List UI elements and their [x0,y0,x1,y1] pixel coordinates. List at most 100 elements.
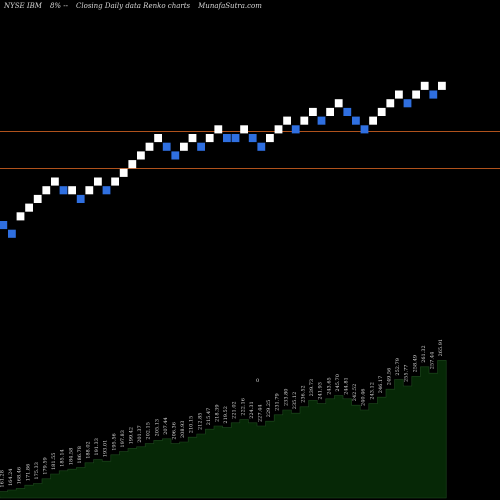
renko-brick-up [85,186,94,195]
renko-brick-up [300,116,309,125]
price-label: 195.56 [111,433,117,451]
price-label: 235.12 [292,392,298,410]
price-label: 229.25 [266,400,272,418]
price-label: 161.28 [0,470,6,488]
price-label: 215.47 [206,408,212,426]
renko-brick-up [145,142,154,151]
renko-brick-down [257,142,266,151]
renko-brick-up [33,194,42,203]
renko-brick-down [8,229,16,238]
price-label: 224.31 [249,401,255,419]
renko-brick-up [214,125,223,134]
price-label: 222.16 [240,398,246,415]
renko-brick-down [171,151,180,160]
price-label: 242.52 [352,384,358,402]
price-label: 255.77 [404,365,410,383]
renko-brick-up [42,186,51,195]
renko-brick-up [334,99,343,108]
renko-brick-down [162,142,171,151]
renko-brick-down [317,116,326,125]
renko-brick-down [59,186,68,195]
renko-brick-up [119,168,128,177]
renko-brick-down [102,186,111,195]
volume-fill [0,360,447,499]
price-label: 199.42 [129,427,135,445]
label-marker: 0 [256,378,259,384]
price-label: 164.24 [8,469,14,487]
horizontal-lines [0,131,500,169]
renko-brick-up [205,134,214,143]
price-label: 197.83 [120,430,126,448]
price-label: 252.79 [395,358,401,376]
price-label: 249.56 [387,368,393,386]
price-label: 258.49 [412,355,418,373]
renko-brick-down [291,125,300,134]
renko-brick-up [180,142,188,151]
renko-brick-down [429,90,438,99]
price-label: 261.32 [421,345,427,363]
price-label: 210.15 [189,416,195,434]
renko-brick-up [154,134,162,143]
renko-brick-up [240,125,248,134]
renko-brick-up [395,90,403,99]
renko-brick-up [94,177,102,186]
renko-brick-up [309,107,317,116]
price-label: 244.81 [344,377,350,395]
price-label: 181.55 [51,453,57,471]
price-label: 233.80 [283,389,289,407]
ticker-symbol: NYSE IBM [4,2,42,10]
renko-brick-up [111,177,119,186]
renko-brick-up [420,81,429,90]
renko-brick-up [16,212,25,221]
renko-brick-up [137,151,145,160]
price-label: 240.46 [361,389,367,407]
renko-brick-up [412,90,420,99]
price-label: 221.02 [232,401,238,419]
renko-brick-down [0,221,8,230]
price-label: 246.17 [378,376,384,394]
chart-header: NYSE IBM 8% -- Closing Daily data Renko ch… [4,2,270,10]
renko-brick-up [128,160,137,169]
price-label: 188.02 [86,441,92,459]
price-label: 245.70 [335,374,341,392]
renko-brick-up [51,177,59,186]
price-labels: 161.28 164.24 168.46 171.86 175.33 179.59 181.… [0,339,444,488]
price-label: 193.01 [103,440,109,458]
price-label: 202.15 [146,422,152,440]
renko-brick-up [438,81,446,90]
price-label: 207.44 [163,417,169,435]
price-label: 208.93 [180,421,186,439]
renko-brick-up [326,107,334,116]
price-label: 239.73 [309,379,315,397]
site-name: MunafaSutra.com [198,2,262,10]
renko-bricks [0,81,446,238]
renko-brick-up [386,99,395,108]
renko-brick-up [274,125,283,134]
renko-brick-down [223,134,231,143]
price-label: 184.58 [68,448,74,466]
price-label: 218.39 [215,405,221,423]
renko-brick-up [377,107,386,116]
renko-brick-down [352,116,360,125]
price-label: 171.86 [25,464,31,482]
price-label: 191.33 [94,438,100,456]
renko-brick-down [197,142,205,151]
renko-brick-up [68,186,76,195]
price-label: 265.91 [438,339,444,357]
renko-brick-down [248,134,257,143]
price-label: 179.59 [43,457,49,475]
price-label: 241.93 [318,382,324,400]
renko-brick-up [188,134,197,143]
price-label: 175.33 [34,462,40,480]
chart-description: Closing Daily data Renko charts [76,2,191,10]
renko-brick-down [76,194,85,203]
renko-brick-up [369,116,377,125]
change-text: 8% -- [49,2,69,10]
renko-brick-down [403,99,412,108]
price-label: 257.44 [430,352,436,370]
price-label: 206.36 [172,422,178,440]
renko-brick-down [360,125,369,134]
renko-brick-down [231,134,240,143]
renko-brick-up [25,203,33,212]
